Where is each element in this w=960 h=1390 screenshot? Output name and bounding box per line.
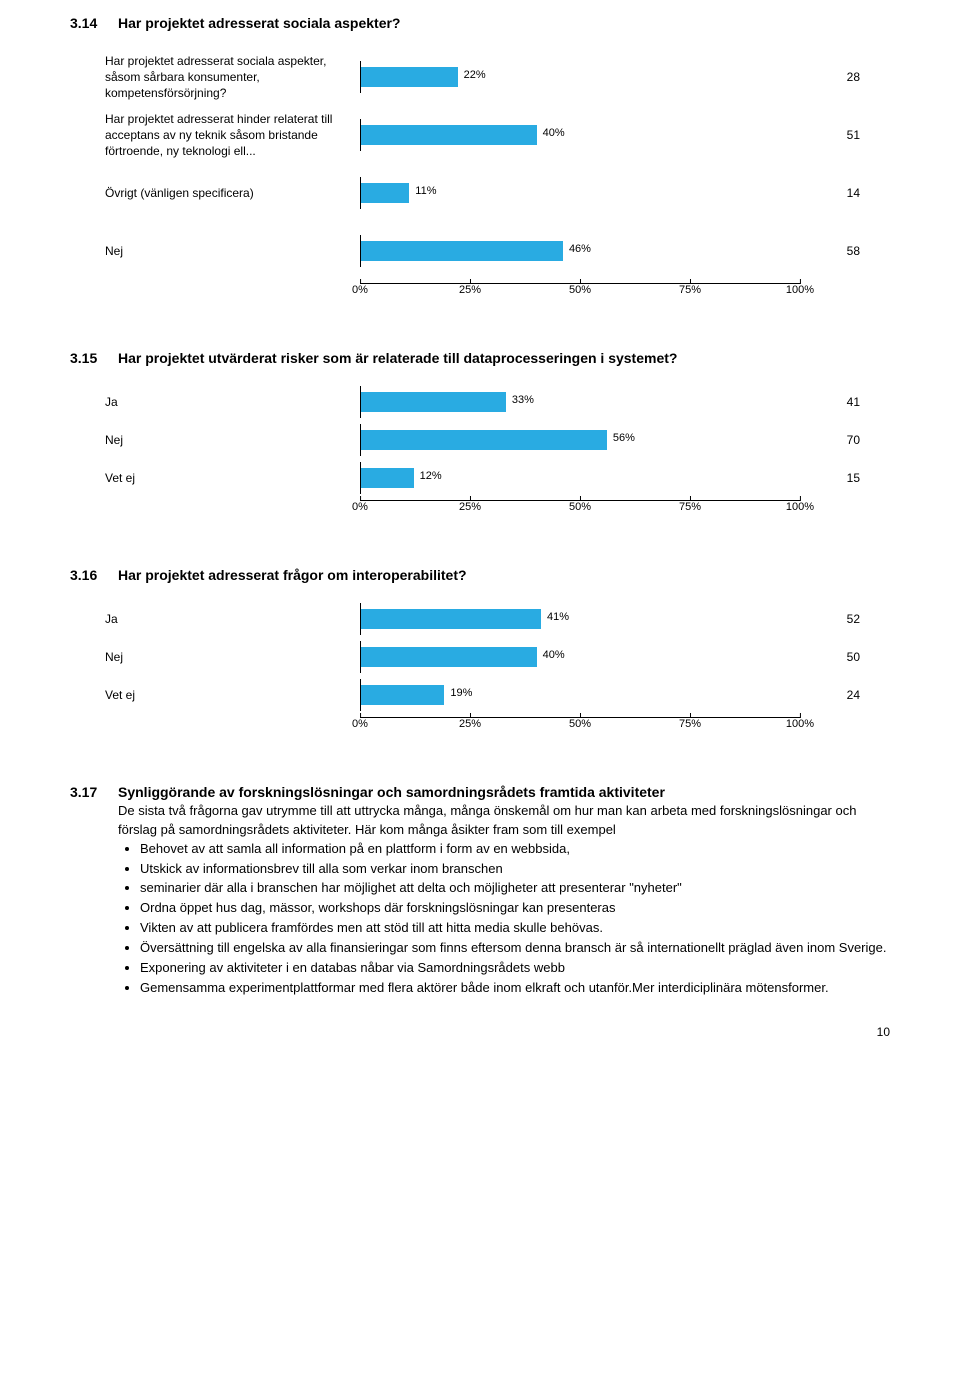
chart-row-count: 28 xyxy=(800,70,860,84)
chart-x-axis: 0%25%50%75%100% xyxy=(360,500,800,522)
chart-314: Har projektet adresserat sociala aspekte… xyxy=(105,51,890,305)
chart-row-label: Ja xyxy=(105,394,360,410)
chart-row-label: Vet ej xyxy=(105,470,360,486)
chart-plot: 19% xyxy=(360,679,800,711)
bullet-item: seminarier där alla i branschen har möjl… xyxy=(140,879,890,898)
chart-row-count: 24 xyxy=(800,688,860,702)
chart-bar-pct: 40% xyxy=(543,649,565,661)
chart-tick: 25% xyxy=(459,284,481,296)
chart-bar xyxy=(361,685,444,705)
chart-bar-pct: 11% xyxy=(415,185,436,197)
chart-row-label: Övrigt (vänligen specificera) xyxy=(105,185,360,201)
section-num: 3.15 xyxy=(70,350,118,366)
chart-row-count: 41 xyxy=(800,395,860,409)
chart-row-label: Vet ej xyxy=(105,687,360,703)
chart-bar xyxy=(361,125,537,145)
chart-bar xyxy=(361,67,458,87)
chart-row-count: 58 xyxy=(800,244,860,258)
chart-row-label: Nej xyxy=(105,243,360,259)
chart-tick: 50% xyxy=(569,501,591,513)
chart-plot: 11% xyxy=(360,177,800,209)
section-num: 3.16 xyxy=(70,567,118,583)
chart-row-label: Har projektet adresserat sociala aspekte… xyxy=(105,53,360,102)
chart-bar-pct: 46% xyxy=(569,243,591,255)
section-title: Synliggörande av forskningslösningar och… xyxy=(118,784,665,800)
section-num: 3.14 xyxy=(70,15,118,31)
chart-315: Ja 33% 41 Nej 56% 70 Vet ej 12% 15 0% 25% 50% 75% 100… xyxy=(105,386,890,522)
chart-bar xyxy=(361,241,563,261)
section-title: Har projektet adresserat frågor om inter… xyxy=(118,567,467,583)
chart-plot: 40% xyxy=(360,119,800,151)
section-heading-317: 3.17 Synliggörande av forskningslösninga… xyxy=(70,784,890,800)
chart-plot: 40% xyxy=(360,641,800,673)
chart-row-count: 51 xyxy=(800,128,860,142)
chart-tick: 0% xyxy=(352,718,368,730)
chart-row-label: Nej xyxy=(105,649,360,665)
section-heading-316: 3.16 Har projektet adresserat frågor om … xyxy=(70,567,890,583)
chart-bar-pct: 56% xyxy=(613,432,635,444)
chart-row-label: Nej xyxy=(105,432,360,448)
chart-x-axis: 0%25%50%75%100% xyxy=(360,283,800,305)
chart-tick: 75% xyxy=(679,284,701,296)
section-num: 3.17 xyxy=(70,784,118,800)
chart-tick: 100% xyxy=(786,718,814,730)
chart-bar xyxy=(361,468,414,488)
bullet-item: Exponering av aktiviteter i en databas n… xyxy=(140,959,890,978)
chart-tick: 75% xyxy=(679,501,701,513)
page-number: 10 xyxy=(70,1025,890,1039)
chart-row-count: 70 xyxy=(800,433,860,447)
chart-tick: 25% xyxy=(459,718,481,730)
chart-tick: 25% xyxy=(459,501,481,513)
chart-plot: 41% xyxy=(360,603,800,635)
chart-x-axis: 0%25%50%75%100% xyxy=(360,717,800,739)
chart-tick: 100% xyxy=(786,284,814,296)
chart-bar xyxy=(361,647,537,667)
chart-row-label: Har projektet adresserat hinder relatera… xyxy=(105,111,360,160)
chart-bar xyxy=(361,430,607,450)
chart-row-count: 14 xyxy=(800,186,860,200)
chart-bar xyxy=(361,183,409,203)
chart-row-count: 52 xyxy=(800,612,860,626)
chart-plot: 46% xyxy=(360,235,800,267)
chart-bar-pct: 19% xyxy=(450,687,472,699)
chart-bar xyxy=(361,609,541,629)
chart-tick: 0% xyxy=(352,284,368,296)
section-title: Har projektet adresserat sociala aspekte… xyxy=(118,15,400,31)
bullet-item: Vikten av att publicera framfördes men a… xyxy=(140,919,890,938)
bullet-item: Utskick av informationsbrev till alla so… xyxy=(140,860,890,879)
section-title: Har projektet utvärderat risker som är r… xyxy=(118,350,677,366)
chart-plot: 22% xyxy=(360,61,800,93)
chart-row-label: Ja xyxy=(105,611,360,627)
chart-bar-pct: 33% xyxy=(512,394,534,406)
chart-row-count: 50 xyxy=(800,650,860,664)
chart-bar-pct: 12% xyxy=(420,470,442,482)
bullet-item: Gemensamma experimentplattformar med fle… xyxy=(140,979,890,998)
section-body: De sista två frågorna gav utrymme till a… xyxy=(118,802,890,840)
chart-bar xyxy=(361,392,506,412)
bullet-item: Ordna öppet hus dag, mässor, workshops d… xyxy=(140,899,890,918)
bullet-item: Översättning till engelska av alla finan… xyxy=(140,939,890,958)
chart-tick: 75% xyxy=(679,718,701,730)
chart-tick: 50% xyxy=(569,718,591,730)
bullet-list: Behovet av att samla all information på … xyxy=(118,840,890,998)
chart-plot: 12% xyxy=(360,462,800,494)
chart-tick: 100% xyxy=(786,501,814,513)
chart-tick: 50% xyxy=(569,284,591,296)
chart-bar-pct: 41% xyxy=(547,611,569,623)
section-317: 3.17 Synliggörande av forskningslösninga… xyxy=(70,784,890,997)
chart-bar-pct: 40% xyxy=(543,127,565,139)
bullet-item: Behovet av att samla all information på … xyxy=(140,840,890,859)
section-heading-315: 3.15 Har projektet utvärderat risker som… xyxy=(70,350,890,366)
chart-316: Ja 41% 52 Nej 40% 50 Vet ej 19% 24 0% 25% 50% 75% 100… xyxy=(105,603,890,739)
chart-row-count: 15 xyxy=(800,471,860,485)
chart-tick: 0% xyxy=(352,501,368,513)
chart-plot: 33% xyxy=(360,386,800,418)
chart-plot: 56% xyxy=(360,424,800,456)
section-heading-314: 3.14 Har projektet adresserat sociala as… xyxy=(70,15,890,31)
chart-bar-pct: 22% xyxy=(464,69,486,81)
